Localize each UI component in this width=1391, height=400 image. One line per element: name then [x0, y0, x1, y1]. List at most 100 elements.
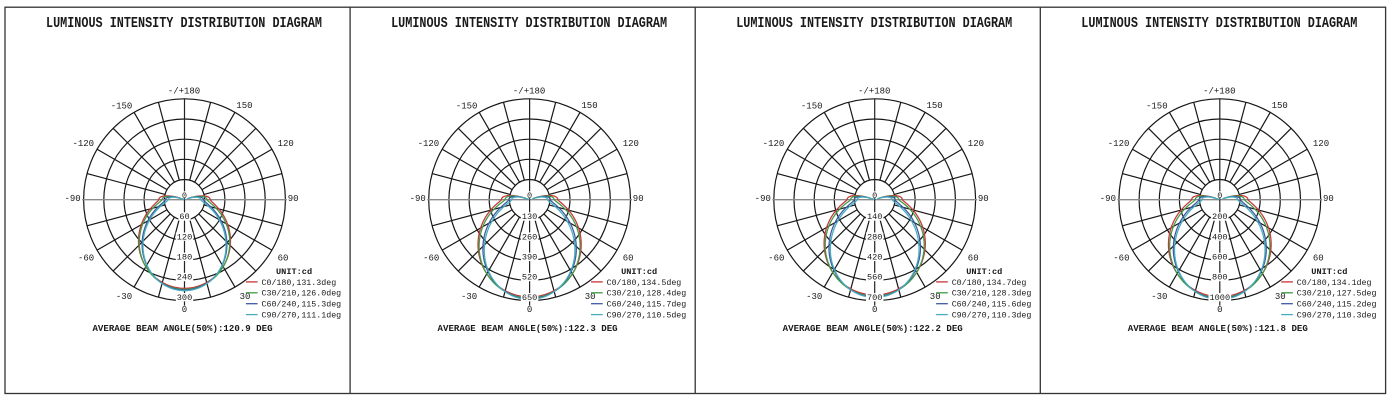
svg-text:30: 30 — [930, 292, 941, 302]
svg-text:C0/180,131.3deg: C0/180,131.3deg — [262, 278, 337, 288]
svg-text:0: 0 — [1217, 305, 1222, 315]
svg-text:LUMINOUS INTENSITY DISTRIBUTIO: LUMINOUS INTENSITY DISTRIBUTION DIAGRAM — [736, 16, 1012, 32]
svg-text:800: 800 — [1212, 273, 1227, 283]
svg-text:120: 120 — [278, 139, 294, 149]
svg-text:-120: -120 — [418, 139, 440, 149]
svg-text:90: 90 — [288, 194, 299, 204]
svg-text:-/+180: -/+180 — [858, 86, 890, 96]
svg-text:90: 90 — [978, 194, 989, 204]
svg-text:0: 0 — [182, 191, 187, 201]
svg-text:60: 60 — [1313, 254, 1324, 264]
svg-text:390: 390 — [522, 253, 537, 263]
svg-text:C60/240,115.6deg: C60/240,115.6deg — [952, 300, 1032, 310]
svg-text:-30: -30 — [116, 292, 132, 302]
svg-text:120: 120 — [968, 139, 984, 149]
svg-text:1000: 1000 — [1209, 293, 1230, 303]
svg-text:-150: -150 — [1146, 101, 1168, 111]
svg-text:AVERAGE BEAM ANGLE(50%):120.9: AVERAGE BEAM ANGLE(50%):120.9 DEG — [92, 323, 273, 334]
svg-text:260: 260 — [522, 232, 537, 242]
svg-text:150: 150 — [236, 101, 252, 111]
svg-text:UNIT:cd: UNIT:cd — [1311, 267, 1347, 277]
svg-text:-60: -60 — [768, 254, 784, 264]
svg-text:0: 0 — [872, 191, 877, 201]
svg-text:60: 60 — [623, 254, 634, 264]
svg-text:UNIT:cd: UNIT:cd — [621, 267, 657, 277]
svg-text:C0/180,134.7deg: C0/180,134.7deg — [952, 278, 1027, 288]
svg-text:LUMINOUS INTENSITY DISTRIBUTIO: LUMINOUS INTENSITY DISTRIBUTION DIAGRAM — [391, 16, 667, 32]
svg-text:-30: -30 — [1151, 292, 1167, 302]
svg-text:-90: -90 — [410, 194, 426, 204]
svg-text:280: 280 — [867, 232, 882, 242]
svg-text:60: 60 — [968, 254, 979, 264]
svg-text:400: 400 — [1212, 232, 1227, 242]
svg-text:240: 240 — [177, 273, 192, 283]
svg-text:150: 150 — [1272, 101, 1288, 111]
svg-text:C30/210,128.3deg: C30/210,128.3deg — [952, 289, 1032, 299]
svg-text:30: 30 — [240, 292, 251, 302]
svg-text:300: 300 — [177, 293, 192, 303]
svg-text:-60: -60 — [423, 254, 439, 264]
svg-text:520: 520 — [522, 273, 537, 283]
svg-text:AVERAGE BEAM ANGLE(50%):122.3: AVERAGE BEAM ANGLE(50%):122.3 DEG — [438, 323, 619, 334]
svg-text:90: 90 — [633, 194, 644, 204]
svg-text:-150: -150 — [801, 101, 823, 111]
svg-text:C60/240,115.2deg: C60/240,115.2deg — [1297, 300, 1377, 310]
svg-text:120: 120 — [177, 232, 192, 242]
svg-text:C30/210,127.5deg: C30/210,127.5deg — [1297, 289, 1377, 299]
svg-text:0: 0 — [527, 305, 532, 315]
svg-text:C90/270,110.5deg: C90/270,110.5deg — [607, 311, 687, 321]
svg-text:LUMINOUS INTENSITY DISTRIBUTIO: LUMINOUS INTENSITY DISTRIBUTION DIAGRAM — [1081, 16, 1357, 32]
svg-text:0: 0 — [872, 305, 877, 315]
svg-text:-/+180: -/+180 — [1203, 86, 1235, 96]
svg-text:C30/210,126.0deg: C30/210,126.0deg — [262, 289, 342, 299]
svg-text:60: 60 — [179, 212, 189, 222]
svg-text:-120: -120 — [1108, 139, 1130, 149]
svg-text:0: 0 — [527, 191, 532, 201]
svg-text:C90/270,111.1deg: C90/270,111.1deg — [262, 311, 342, 321]
svg-text:-150: -150 — [111, 101, 133, 111]
svg-text:C90/270,110.3deg: C90/270,110.3deg — [952, 311, 1032, 321]
svg-text:0: 0 — [182, 305, 187, 315]
svg-text:180: 180 — [177, 253, 192, 263]
svg-text:150: 150 — [581, 101, 597, 111]
svg-text:C90/270,110.3deg: C90/270,110.3deg — [1297, 311, 1377, 321]
svg-text:UNIT:cd: UNIT:cd — [276, 267, 312, 277]
svg-text:90: 90 — [1323, 194, 1334, 204]
svg-text:C0/180,134.5deg: C0/180,134.5deg — [607, 278, 682, 288]
svg-text:30: 30 — [585, 292, 596, 302]
svg-text:560: 560 — [867, 273, 882, 283]
svg-text:-60: -60 — [78, 254, 94, 264]
svg-text:130: 130 — [522, 212, 537, 222]
svg-text:140: 140 — [867, 212, 882, 222]
svg-text:LUMINOUS INTENSITY DISTRIBUTIO: LUMINOUS INTENSITY DISTRIBUTION DIAGRAM — [46, 16, 322, 32]
svg-text:120: 120 — [1313, 139, 1329, 149]
svg-text:UNIT:cd: UNIT:cd — [966, 267, 1002, 277]
svg-text:420: 420 — [867, 253, 882, 263]
svg-text:0: 0 — [1217, 191, 1222, 201]
svg-text:700: 700 — [867, 293, 882, 303]
svg-text:30: 30 — [1275, 292, 1286, 302]
svg-text:60: 60 — [278, 254, 289, 264]
svg-text:-30: -30 — [461, 292, 477, 302]
svg-text:C0/180,134.1deg: C0/180,134.1deg — [1297, 278, 1372, 288]
svg-text:-30: -30 — [806, 292, 822, 302]
svg-text:650: 650 — [522, 293, 537, 303]
svg-text:-120: -120 — [763, 139, 785, 149]
svg-text:-90: -90 — [755, 194, 771, 204]
svg-text:-120: -120 — [72, 139, 94, 149]
svg-text:-/+180: -/+180 — [168, 86, 200, 96]
svg-text:C60/240,115.7deg: C60/240,115.7deg — [607, 300, 687, 310]
svg-text:-150: -150 — [456, 101, 478, 111]
svg-text:AVERAGE BEAM ANGLE(50%):121.8: AVERAGE BEAM ANGLE(50%):121.8 DEG — [1128, 323, 1309, 334]
svg-text:-90: -90 — [1100, 194, 1116, 204]
svg-text:600: 600 — [1212, 253, 1227, 263]
svg-text:-/+180: -/+180 — [513, 86, 545, 96]
svg-text:C60/240,115.3deg: C60/240,115.3deg — [262, 300, 342, 310]
svg-text:C30/210,128.4deg: C30/210,128.4deg — [607, 289, 687, 299]
svg-text:150: 150 — [926, 101, 942, 111]
svg-text:-90: -90 — [64, 194, 80, 204]
svg-text:AVERAGE BEAM ANGLE(50%):122.2: AVERAGE BEAM ANGLE(50%):122.2 DEG — [783, 323, 964, 334]
svg-text:200: 200 — [1212, 212, 1227, 222]
svg-text:120: 120 — [623, 139, 639, 149]
svg-text:-60: -60 — [1113, 254, 1129, 264]
